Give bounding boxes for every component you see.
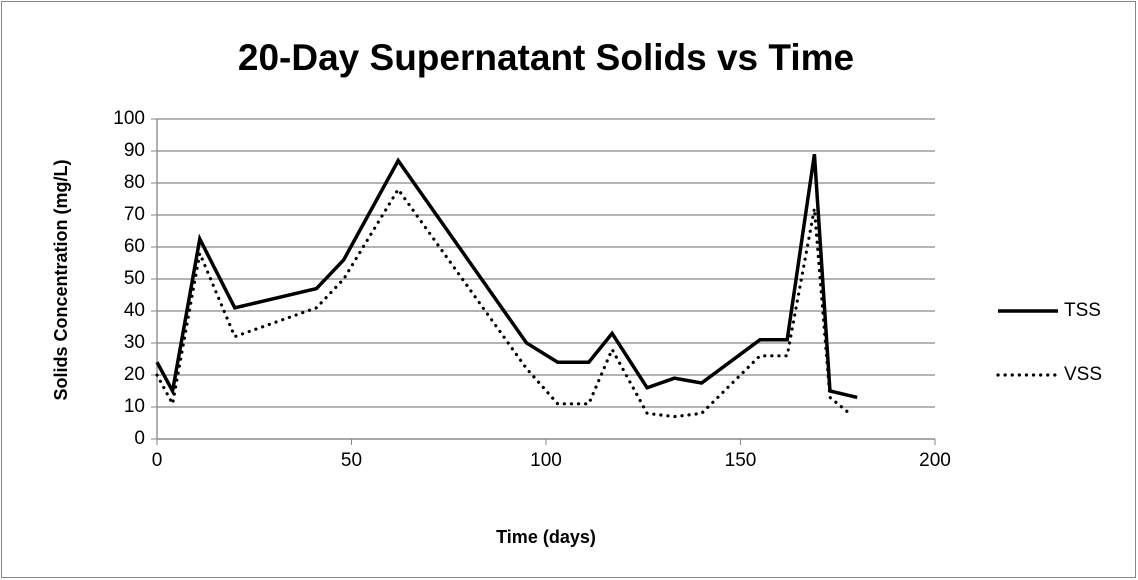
- y-tick-label: 70: [124, 204, 145, 225]
- y-tick-label: 100: [113, 108, 145, 129]
- x-tick-label: 150: [725, 450, 757, 471]
- x-axis-label: Time (days): [496, 527, 596, 547]
- x-tick-label: 200: [919, 450, 951, 471]
- y-tick-label: 90: [124, 140, 145, 161]
- x-tick-label: 0: [152, 450, 163, 471]
- y-tick-label: 30: [124, 332, 145, 353]
- y-tick-label: 10: [124, 396, 145, 417]
- y-tick-label: 50: [124, 268, 145, 289]
- data-line: [155, 153, 858, 400]
- x-tick-label: 50: [341, 450, 362, 471]
- data-line: [155, 186, 852, 419]
- legend-label: VSS: [1064, 364, 1102, 385]
- chart-title: 20-Day Supernatant Solids vs Time: [238, 37, 854, 78]
- y-tick-label: 60: [124, 236, 145, 257]
- y-tick-label: 20: [124, 364, 145, 385]
- y-tick-label: 40: [124, 300, 145, 321]
- y-tick-label: 80: [124, 172, 145, 193]
- y-axis-label: Solids Concentration (mg/L): [51, 159, 71, 400]
- legend-label: TSS: [1064, 300, 1101, 321]
- x-tick-label: 100: [530, 450, 562, 471]
- y-tick-label: 0: [134, 428, 145, 449]
